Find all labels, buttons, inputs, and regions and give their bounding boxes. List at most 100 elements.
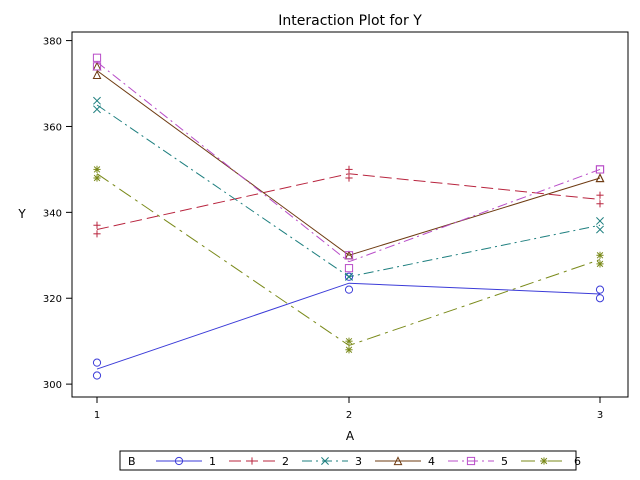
legend-label-4: 4 [428, 455, 435, 468]
x-marker-b [596, 216, 604, 225]
y-tick-label: 360 [43, 122, 62, 133]
circle-marker [174, 456, 184, 466]
series-2 [93, 165, 604, 238]
data-point-3 [93, 105, 101, 114]
series-4 [92, 61, 605, 260]
series-3 [93, 96, 604, 281]
data-point-6 [93, 174, 101, 182]
series-line-4 [96, 70, 601, 256]
series-line-1 [96, 282, 601, 370]
data-point-1 [92, 358, 102, 367]
x-marker-b [321, 457, 329, 465]
x-marker-b [596, 225, 604, 234]
star-marker-b [93, 174, 101, 182]
data-point-1 [92, 371, 102, 380]
data-point-2 [93, 221, 101, 229]
data-point-2 [596, 191, 604, 199]
circle-marker [595, 294, 605, 303]
x-tick-label: 3 [597, 410, 603, 421]
series-line-2 [96, 173, 601, 231]
data-point-4 [92, 70, 102, 80]
legend-marker-2 [248, 457, 256, 465]
legend-frame [119, 450, 577, 471]
x-marker-b [93, 105, 101, 114]
series-line-6 [96, 173, 601, 347]
legend: B 1 2 3 4 5 6 [119, 450, 581, 471]
legend-item-1: 1 [156, 455, 216, 468]
legend-item-2: 2 [229, 455, 289, 468]
triangle-marker [92, 70, 102, 80]
x-tick-label: 2 [346, 410, 352, 421]
series-line-5 [96, 61, 601, 263]
chart-title: Interaction Plot for Y [278, 13, 422, 29]
data-point-3 [596, 216, 604, 225]
legend-marker-5 [466, 456, 476, 466]
square-marker [466, 456, 476, 466]
circle-marker [344, 285, 354, 294]
circle-marker [595, 285, 605, 294]
data-point-1 [595, 294, 605, 303]
square-marker [344, 264, 354, 273]
data-point-3 [93, 96, 101, 105]
data-point-5 [92, 62, 102, 71]
legend-label-2: 2 [282, 455, 289, 468]
data-point-1 [595, 285, 605, 294]
data-point-1 [344, 285, 354, 294]
square-marker [92, 62, 102, 71]
data-point-3 [596, 225, 604, 234]
data-point-2 [345, 174, 353, 182]
data-point-2 [345, 165, 353, 174]
legend-label-1: 1 [209, 455, 216, 468]
data-point-5 [92, 53, 102, 62]
series-5 [92, 53, 605, 273]
legend-label-3: 3 [355, 455, 362, 468]
data-point-2 [93, 230, 101, 238]
data-point-6 [596, 260, 604, 268]
legend-label-6: 6 [574, 455, 581, 468]
y-tick-label: 300 [43, 380, 62, 391]
legend-item-4: 4 [375, 455, 435, 468]
data-point-3 [345, 272, 353, 281]
legend-marker-3 [321, 457, 329, 465]
circle-marker [92, 371, 102, 380]
y-tick-label: 320 [43, 294, 62, 305]
data-point-5 [344, 264, 354, 273]
data-point-5 [344, 251, 354, 260]
y-tick-label: 380 [43, 37, 62, 48]
star-marker-b [345, 346, 353, 353]
data-point-2 [596, 200, 604, 208]
y-axis-label: Y [17, 207, 26, 221]
triangle-marker [393, 456, 403, 466]
data-point-6 [345, 346, 353, 354]
legend-title: B [128, 455, 136, 468]
series-line-3 [96, 104, 601, 278]
square-marker [344, 251, 354, 260]
axes: 300 320 340 360 380 1 2 3 [43, 37, 603, 421]
square-marker [595, 165, 605, 174]
star-marker-b [345, 337, 353, 345]
data-point-4 [595, 173, 605, 183]
legend-item-3: 3 [302, 455, 362, 468]
x-marker-b [93, 96, 101, 105]
legend-item-5: 5 [448, 455, 508, 468]
legend-label-5: 5 [501, 455, 508, 468]
data-point-1 [344, 272, 354, 281]
circle-marker [344, 272, 354, 281]
star-marker-b [596, 260, 604, 268]
data-point-6 [93, 165, 101, 174]
data-point-6 [596, 251, 604, 259]
legend-marker-4 [393, 456, 403, 466]
legend-marker-6 [540, 457, 548, 465]
square-marker [92, 53, 102, 62]
series-6 [93, 165, 604, 354]
x-axis-label: A [346, 429, 355, 443]
data-point-5 [595, 165, 605, 174]
circle-marker [92, 358, 102, 367]
y-tick-label: 340 [43, 208, 62, 219]
x-tick-label: 1 [94, 410, 100, 421]
data-point-6 [345, 337, 353, 345]
star-marker-b [540, 457, 548, 465]
triangle-marker [595, 173, 605, 183]
legend-item-6: 6 [521, 455, 581, 468]
